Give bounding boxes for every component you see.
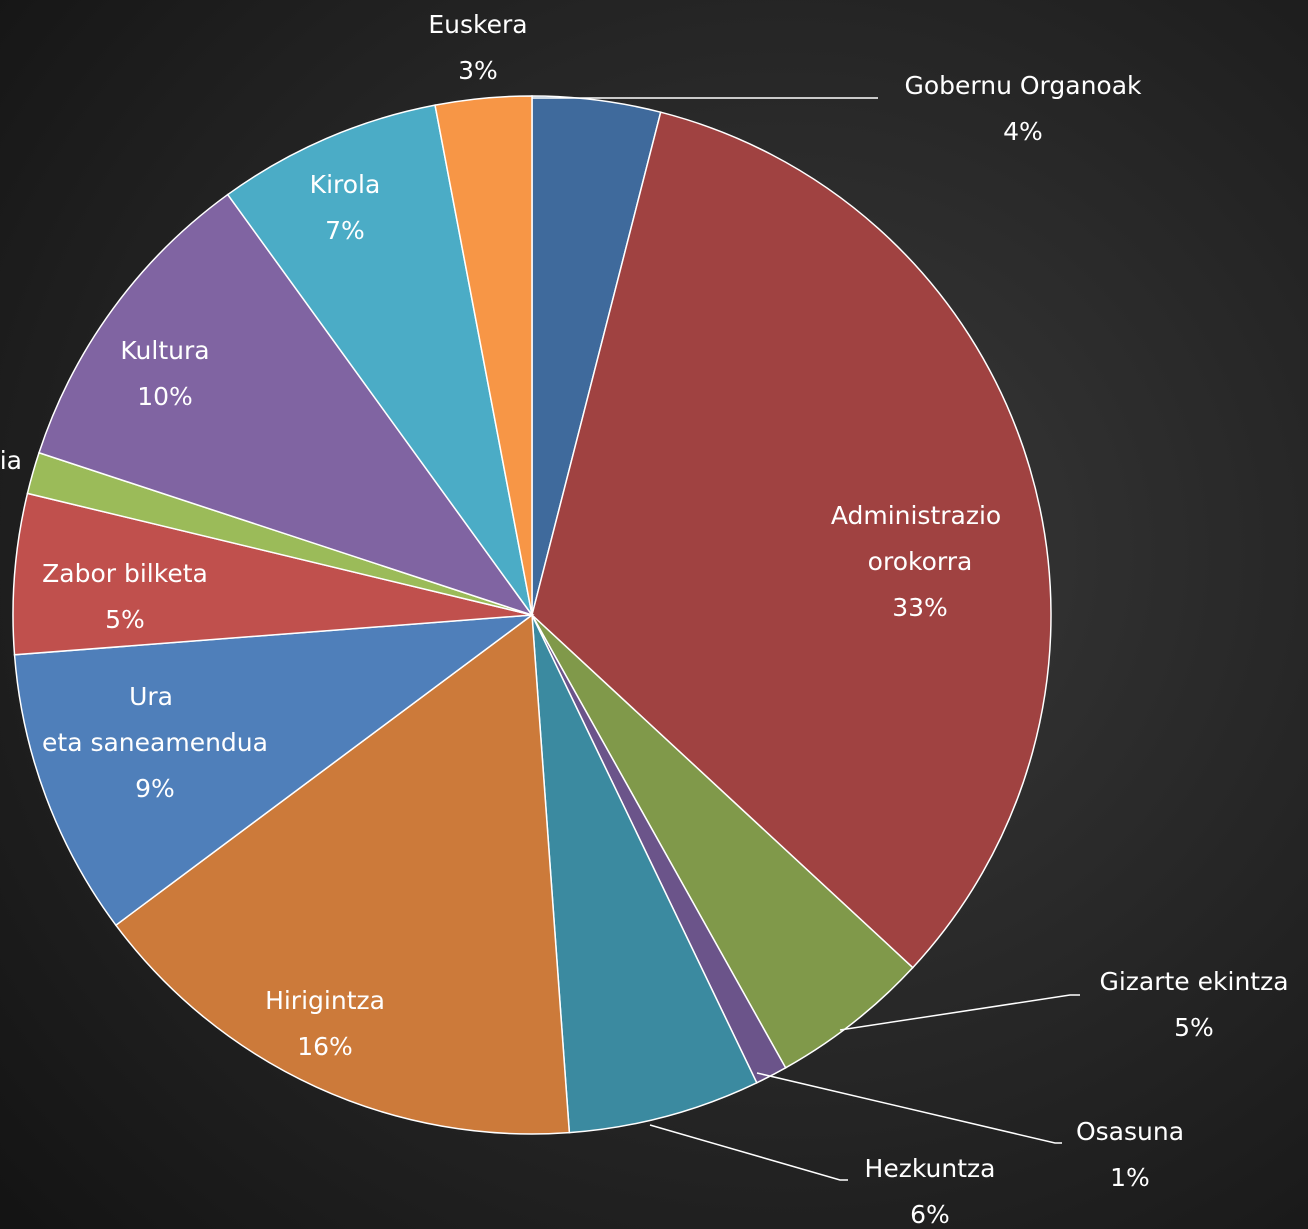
value-label: 3% <box>458 56 498 85</box>
slice-label: Hezkuntza <box>865 1154 996 1183</box>
pie-slice <box>531 614 914 1069</box>
pie-slice <box>38 193 534 617</box>
pie <box>12 95 1052 1135</box>
leader-line <box>756 1072 1062 1144</box>
leader-line <box>649 1124 848 1181</box>
value-label: 5% <box>105 605 145 634</box>
value-label: 16% <box>297 1032 353 1061</box>
slice-label: Ura eta saneamendua <box>42 682 268 757</box>
value-label: 5% <box>1174 1013 1214 1042</box>
slice-label: Administrazio orokorra <box>831 501 1009 576</box>
value-label: 9% <box>135 774 175 803</box>
slice-label: Gobernu Organoak <box>904 71 1142 100</box>
value-label: 4% <box>1003 117 1043 146</box>
slice-label: Kultura <box>120 336 209 365</box>
pie-slice <box>13 614 535 927</box>
slice-label: Euskera <box>428 10 527 39</box>
slice-label: Kirola <box>310 170 381 199</box>
slice-label: ia <box>0 446 22 475</box>
value-label: 7% <box>325 216 365 245</box>
pie-slice <box>226 104 533 616</box>
slice-label: Gizarte ekintza <box>1099 967 1288 996</box>
value-label: 33% <box>892 593 948 622</box>
pie-slice <box>531 614 758 1134</box>
slice-label: Hirigintza <box>265 986 385 1015</box>
pie-slice <box>114 613 571 1135</box>
pie-slice <box>531 111 1052 969</box>
value-label: 6% <box>910 1200 950 1229</box>
leader-lines <box>532 97 1080 1181</box>
pie-slice <box>12 492 533 656</box>
labels: Gobernu Organoak 4% Administrazio orokorra… <box>0 10 1289 1229</box>
value-label: 1% <box>1110 1163 1150 1192</box>
slice-label: Zabor bilketa <box>42 559 208 588</box>
pie-slice <box>434 95 533 616</box>
slice-label: Osasuna <box>1076 1117 1184 1146</box>
value-label: 10% <box>137 382 193 411</box>
leader-line <box>839 994 1080 1031</box>
